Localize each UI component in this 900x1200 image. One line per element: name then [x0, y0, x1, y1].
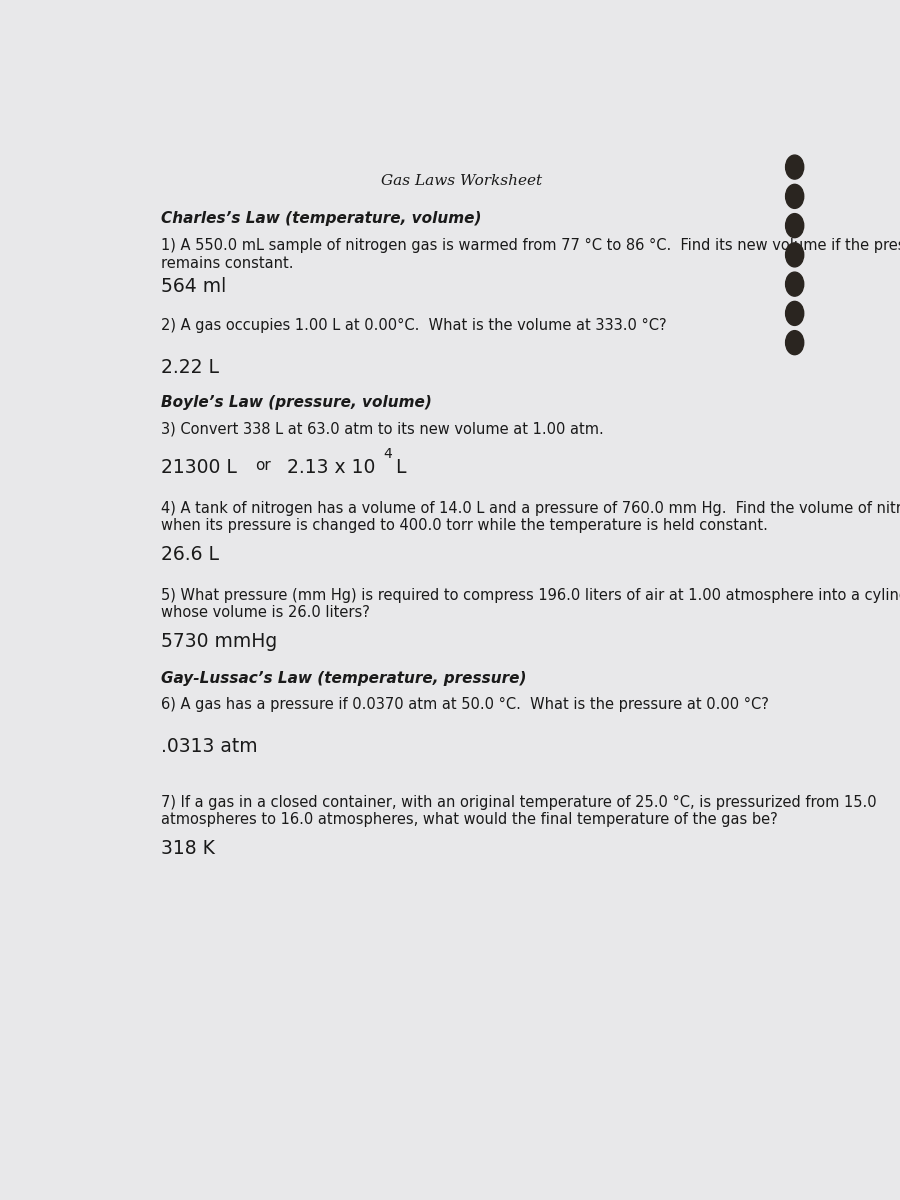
Text: 26.6 L: 26.6 L	[161, 545, 220, 564]
Circle shape	[786, 214, 804, 238]
Text: 2) A gas occupies 1.00 L at 0.00°C.  What is the volume at 333.0 °C?: 2) A gas occupies 1.00 L at 0.00°C. What…	[161, 318, 667, 332]
Circle shape	[786, 331, 804, 355]
Circle shape	[786, 242, 804, 266]
Circle shape	[786, 272, 804, 296]
Circle shape	[786, 155, 804, 179]
Text: 318 K: 318 K	[161, 839, 215, 858]
Text: 6) A gas has a pressure if 0.0370 atm at 50.0 °C.  What is the pressure at 0.00 : 6) A gas has a pressure if 0.0370 atm at…	[161, 696, 770, 712]
Circle shape	[786, 301, 804, 325]
Text: 4: 4	[383, 448, 392, 461]
Text: 7) If a gas in a closed container, with an original temperature of 25.0 °C, is p: 7) If a gas in a closed container, with …	[161, 794, 877, 827]
Text: .0313 atm: .0313 atm	[161, 737, 258, 756]
Text: 564 ml: 564 ml	[161, 277, 227, 296]
Text: 4) A tank of nitrogen has a volume of 14.0 L and a pressure of 760.0 mm Hg.  Fin: 4) A tank of nitrogen has a volume of 14…	[161, 500, 900, 533]
Text: 5730 mmHg: 5730 mmHg	[161, 632, 277, 650]
Text: L: L	[390, 458, 407, 478]
Text: 5) What pressure (mm Hg) is required to compress 196.0 liters of air at 1.00 atm: 5) What pressure (mm Hg) is required to …	[161, 588, 900, 620]
Text: Gay-Lussac’s Law (temperature, pressure): Gay-Lussac’s Law (temperature, pressure)	[161, 671, 526, 685]
Text: 1) A 550.0 mL sample of nitrogen gas is warmed from 77 °C to 86 °C.  Find its ne: 1) A 550.0 mL sample of nitrogen gas is …	[161, 239, 900, 271]
Text: 2.13 x 10: 2.13 x 10	[287, 458, 375, 478]
Text: Gas Laws Worksheet: Gas Laws Worksheet	[381, 174, 542, 188]
Text: Charles’s Law (temperature, volume): Charles’s Law (temperature, volume)	[161, 210, 482, 226]
Text: 3) Convert 338 L at 63.0 atm to its new volume at 1.00 atm.: 3) Convert 338 L at 63.0 atm to its new …	[161, 421, 604, 437]
Text: or: or	[256, 458, 271, 473]
Circle shape	[786, 185, 804, 209]
Text: 2.22 L: 2.22 L	[161, 359, 220, 377]
Text: Boyle’s Law (pressure, volume): Boyle’s Law (pressure, volume)	[161, 395, 432, 410]
Text: 21300 L: 21300 L	[161, 458, 238, 478]
